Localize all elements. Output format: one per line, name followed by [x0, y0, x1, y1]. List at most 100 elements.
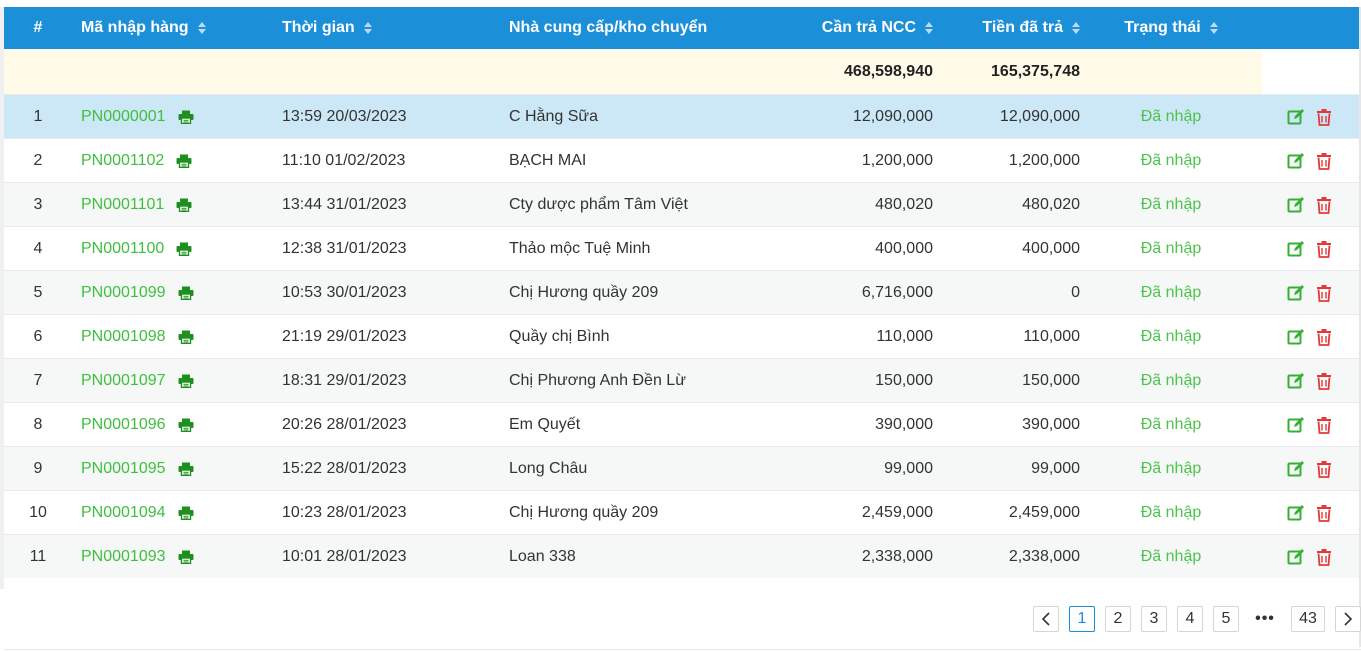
row-time: 15:22 28/01/2023	[282, 459, 407, 477]
trash-icon[interactable]	[1315, 328, 1333, 346]
header-amount-due[interactable]: Cần trả NCC	[770, 19, 933, 37]
header-status[interactable]: Trạng thái	[1080, 19, 1262, 37]
status-badge: Đã nhập	[1140, 195, 1202, 213]
edit-icon[interactable]	[1287, 460, 1305, 478]
prev-page-button[interactable]	[1033, 606, 1059, 632]
row-supplier: Cty dược phẩm Tâm Việt	[509, 195, 688, 213]
row-supplier: Loan 338	[509, 547, 576, 565]
table-row[interactable]: 9 PN0001095 15:22 28/01/2023 Long Châu 9…	[4, 446, 1361, 490]
row-amount-paid: 150,000	[1022, 371, 1080, 389]
row-index: 3	[33, 195, 43, 213]
row-supplier: Em Quyết	[509, 415, 581, 433]
sort-icon[interactable]	[1209, 22, 1218, 34]
status-badge: Đã nhập	[1140, 151, 1202, 169]
edit-icon[interactable]	[1287, 416, 1305, 434]
table-row[interactable]: 4 PN0001100 12:38 31/01/2023 Thảo mộc Tu…	[4, 226, 1361, 270]
page-2-button[interactable]: 2	[1105, 606, 1131, 632]
edit-icon[interactable]	[1287, 152, 1305, 170]
header-amount-paid[interactable]: Tiền đã trả	[933, 19, 1080, 37]
row-amount-paid: 0	[1071, 283, 1080, 301]
header-time[interactable]: Thời gian	[273, 19, 500, 37]
printer-icon[interactable]	[176, 242, 192, 256]
printer-icon[interactable]	[178, 286, 194, 300]
sort-icon[interactable]	[925, 22, 933, 34]
trash-icon[interactable]	[1315, 460, 1333, 478]
table-row[interactable]: 7 PN0001097 18:31 29/01/2023 Chị Phương …	[4, 358, 1361, 402]
table-row[interactable]: 1 PN0000001 13:59 20/03/2023 C Hằng Sữa …	[4, 94, 1361, 138]
trash-icon[interactable]	[1315, 108, 1333, 126]
edit-icon[interactable]	[1287, 504, 1305, 522]
page-5-button[interactable]: 5	[1213, 606, 1239, 632]
edit-icon[interactable]	[1287, 284, 1305, 302]
row-supplier: Chị Hương quầy 209	[509, 283, 659, 301]
table-row[interactable]: 2 PN0001102 11:10 01/02/2023 BẠCH MAI 1,…	[4, 138, 1361, 182]
row-code-link[interactable]: PN0001099	[81, 283, 166, 301]
row-code-link[interactable]: PN0001101	[81, 195, 165, 213]
row-amount-due: 12,090,000	[852, 107, 933, 125]
row-code-link[interactable]: PN0001095	[81, 459, 166, 477]
trash-icon[interactable]	[1315, 416, 1333, 434]
row-index: 8	[33, 415, 43, 433]
printer-icon[interactable]	[178, 374, 194, 388]
edit-icon[interactable]	[1287, 372, 1305, 390]
table-row[interactable]: 10 PN0001094 10:23 28/01/2023 Chị Hương …	[4, 490, 1361, 534]
printer-icon[interactable]	[178, 110, 194, 124]
sort-icon[interactable]	[363, 22, 372, 34]
row-actions	[1262, 372, 1361, 390]
next-page-button[interactable]	[1335, 606, 1361, 632]
row-actions	[1262, 196, 1361, 214]
row-code-link[interactable]: PN0000001	[81, 107, 166, 125]
header-code[interactable]: Mã nhập hàng	[72, 19, 273, 37]
edit-icon[interactable]	[1287, 196, 1305, 214]
row-index: 6	[33, 327, 43, 345]
row-code-link[interactable]: PN0001100	[81, 239, 165, 257]
header-amount-paid-label: Tiền đã trả	[982, 19, 1063, 36]
right-border	[1359, 7, 1361, 647]
row-code-link[interactable]: PN0001096	[81, 415, 166, 433]
row-time: 21:19 29/01/2023	[282, 327, 407, 345]
row-code-link[interactable]: PN0001093	[81, 547, 166, 565]
printer-icon[interactable]	[176, 154, 192, 168]
printer-icon[interactable]	[176, 198, 192, 212]
sort-icon[interactable]	[197, 22, 206, 34]
trash-icon[interactable]	[1315, 240, 1333, 258]
table-row[interactable]: 3 PN0001101 13:44 31/01/2023 Cty dược ph…	[4, 182, 1361, 226]
edit-icon[interactable]	[1287, 548, 1305, 566]
printer-icon[interactable]	[178, 506, 194, 520]
printer-icon[interactable]	[178, 550, 194, 564]
trash-icon[interactable]	[1315, 548, 1333, 566]
row-code-cell: PN0000001	[72, 108, 273, 126]
table-row[interactable]: 11 PN0001093 10:01 28/01/2023 Loan 338 2…	[4, 534, 1361, 578]
trash-icon[interactable]	[1315, 152, 1333, 170]
row-amount-due: 2,459,000	[861, 503, 933, 521]
printer-icon[interactable]	[178, 418, 194, 432]
page-3-button[interactable]: 3	[1141, 606, 1167, 632]
table-row[interactable]: 8 PN0001096 20:26 28/01/2023 Em Quyết 39…	[4, 402, 1361, 446]
printer-icon[interactable]	[178, 330, 194, 344]
row-code-link[interactable]: PN0001094	[81, 503, 166, 521]
row-code-link[interactable]: PN0001102	[81, 151, 165, 169]
row-status: Đã nhập	[1080, 372, 1262, 390]
edit-icon[interactable]	[1287, 328, 1305, 346]
status-badge: Đã nhập	[1140, 107, 1202, 125]
page-1-button[interactable]: 1	[1069, 606, 1095, 632]
sort-icon[interactable]	[1072, 22, 1080, 34]
edit-icon[interactable]	[1287, 108, 1305, 126]
edit-icon[interactable]	[1287, 240, 1305, 258]
row-amount-due: 390,000	[875, 415, 933, 433]
printer-icon[interactable]	[178, 462, 194, 476]
page-last-button[interactable]: 43	[1291, 606, 1325, 632]
row-actions	[1262, 284, 1361, 302]
trash-icon[interactable]	[1315, 504, 1333, 522]
trash-icon[interactable]	[1315, 372, 1333, 390]
row-code-cell: PN0001099	[72, 284, 273, 302]
table-row[interactable]: 5 PN0001099 10:53 30/01/2023 Chị Hương q…	[4, 270, 1361, 314]
row-code-link[interactable]: PN0001097	[81, 371, 166, 389]
table-row[interactable]: 6 PN0001098 21:19 29/01/2023 Quầy chị Bì…	[4, 314, 1361, 358]
trash-icon[interactable]	[1315, 284, 1333, 302]
row-code-link[interactable]: PN0001098	[81, 327, 166, 345]
trash-icon[interactable]	[1315, 196, 1333, 214]
row-time: 20:26 28/01/2023	[282, 415, 407, 433]
page-4-button[interactable]: 4	[1177, 606, 1203, 632]
pagination-ellipsis[interactable]: •••	[1249, 606, 1281, 632]
